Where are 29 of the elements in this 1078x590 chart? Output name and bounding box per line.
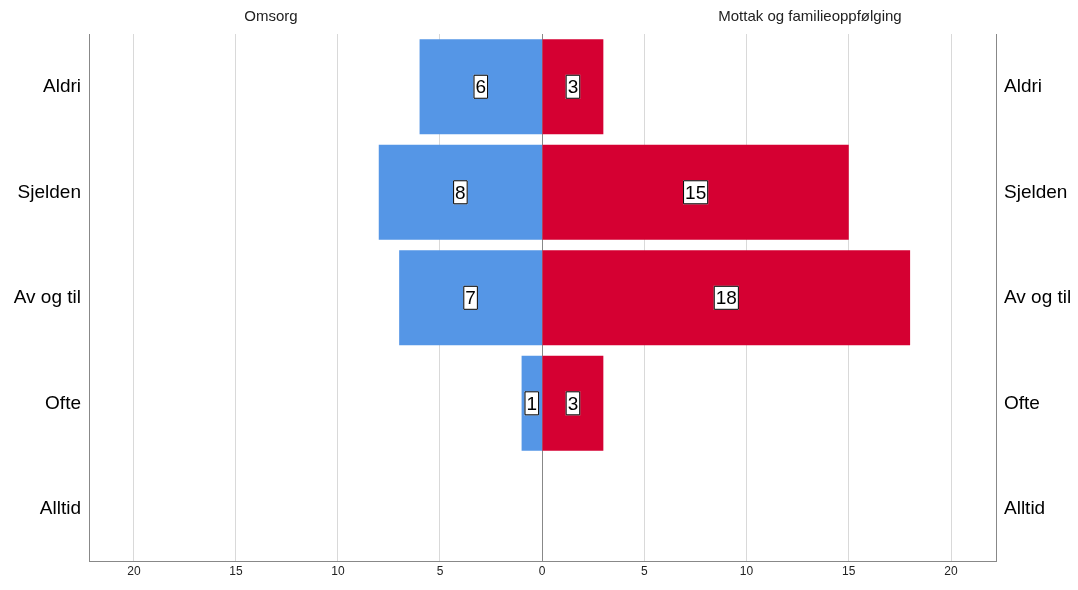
y-tick-label: Ofte — [1004, 391, 1040, 413]
data-label: 6 — [475, 75, 487, 97]
x-tick-label: 10 — [739, 564, 754, 579]
data-label: 1 — [526, 392, 538, 414]
y-tick-label: Alltid — [1004, 497, 1046, 519]
x-tick-label: 15 — [229, 564, 243, 579]
x-tick-label: 5 — [640, 564, 648, 579]
data-label: 7 — [465, 287, 476, 309]
y-tick-label: Sjelden — [17, 180, 81, 202]
data-label: 3 — [567, 75, 579, 97]
y-tick-label: Ofte — [45, 391, 81, 413]
x-tick-label: 15 — [842, 564, 856, 579]
data-label: 15 — [685, 181, 707, 203]
x-tick-label: 5 — [436, 564, 444, 579]
chart-title: Mottak og familieoppfølging — [718, 7, 902, 25]
y-tick-label: Alltid — [39, 497, 81, 519]
x-tick-label: 20 — [127, 564, 141, 579]
y-tick-label: Aldri — [1004, 74, 1043, 96]
y-tick-label: Sjelden — [1004, 180, 1068, 202]
chart-title: Omsorg — [244, 7, 298, 25]
data-label: 3 — [567, 392, 579, 414]
x-tick-label: 20 — [944, 564, 958, 579]
y-tick-label: Av og til — [1004, 286, 1072, 308]
data-label: 8 — [455, 181, 466, 203]
x-tick-label: 10 — [331, 564, 345, 579]
y-tick-label: Av og til — [13, 286, 81, 308]
x-tick-label: 0 — [538, 564, 546, 579]
data-label: 18 — [715, 287, 737, 309]
y-tick-label: Aldri — [42, 74, 81, 96]
